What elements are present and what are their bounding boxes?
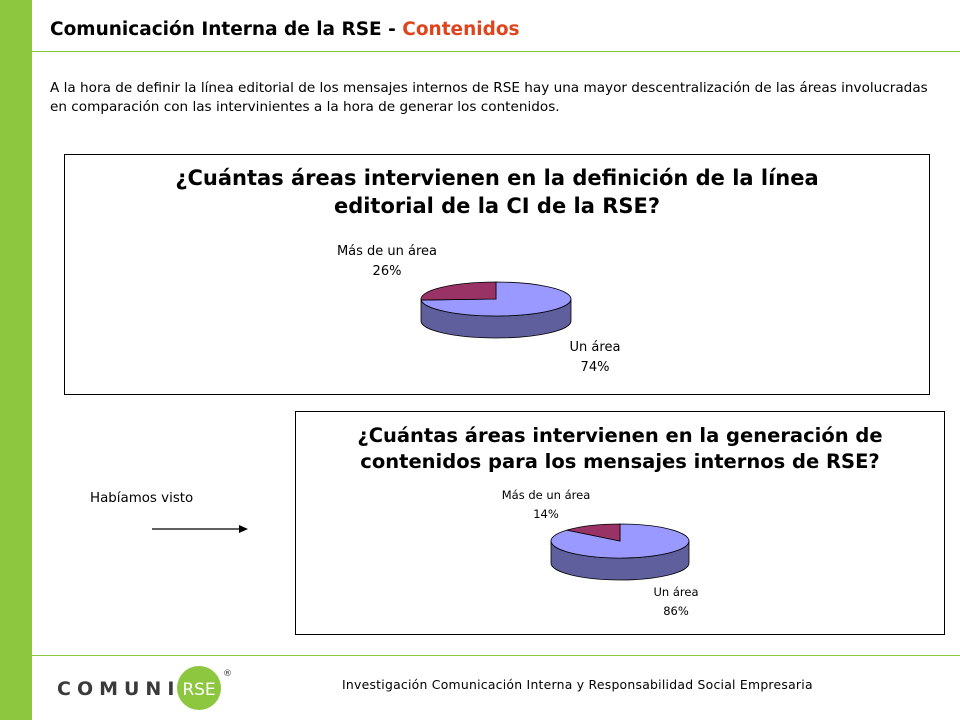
chart-1-label-minor: Más de un área 26% (317, 242, 457, 282)
chart-2-label-minor-value: 14% (533, 507, 559, 521)
chart-1-title-line1: ¿Cuántas áreas intervienen en la definic… (175, 166, 819, 190)
chart-1-label-minor-category: Más de un área (336, 244, 438, 259)
chart-2-label-major: Un área 86% (626, 583, 726, 621)
footer-divider (32, 655, 960, 656)
chart-1-label-major: Un área 74% (535, 338, 655, 378)
chart-2-slice-un-area (550, 523, 690, 559)
chart-2-title-line1: ¿Cuántas áreas intervienen en la generac… (357, 424, 883, 447)
intro-paragraph: A la hora de definir la línea editorial … (50, 80, 928, 115)
chart-1-slice-mas-de-un-area (420, 281, 497, 301)
chart-2-slice-mas-de-un-area (566, 523, 621, 542)
chart-2-label-major-value: 86% (663, 604, 689, 618)
chart-2-label-minor: Más de un área 14% (481, 486, 611, 524)
chart-1-label-major-value: 74% (580, 360, 610, 375)
page-title: Comunicación Interna de la RSE - Conteni… (50, 19, 520, 40)
chart-2-title: ¿Cuántas áreas intervienen en la generac… (296, 423, 944, 475)
side-note: Habíamos visto (90, 491, 194, 506)
pie-chart-2 (550, 523, 690, 581)
chart-1-title: ¿Cuántas áreas intervienen en la definic… (65, 164, 929, 220)
logo-wordmark: COMUNICA (57, 678, 221, 700)
chart-1-label-major-category: Un área (569, 340, 621, 355)
arrow-right-icon (152, 525, 248, 533)
chart-2-title-line2: contenidos para los mensajes internos de… (360, 450, 880, 473)
pie-chart-1 (420, 281, 572, 339)
logo-badge-circle (177, 666, 221, 710)
comunica-rse-logo: COMUNICA RSE ® (57, 666, 232, 710)
page-title-accent: Contenidos (402, 19, 520, 40)
chart-generacion-contenidos: ¿Cuántas áreas intervienen en la generac… (295, 411, 945, 635)
logo-badge-text: RSE (182, 680, 215, 700)
chart-definicion-linea-editorial: ¿Cuántas áreas intervienen en la definic… (64, 154, 930, 395)
chart-1-title-line2: editorial de la CI de la RSE? (333, 194, 661, 218)
chart-2-label-minor-category: Más de un área (501, 488, 591, 502)
chart-2-label-major-category: Un área (653, 585, 699, 599)
header-divider (32, 51, 960, 52)
left-accent-bar (0, 0, 32, 720)
logo-registered-mark: ® (223, 669, 232, 679)
chart-1-label-minor-value: 26% (372, 264, 402, 279)
footer-text: Investigación Comunicación Interna y Res… (342, 677, 813, 692)
page-title-main: Comunicación Interna de la RSE - (50, 19, 403, 40)
